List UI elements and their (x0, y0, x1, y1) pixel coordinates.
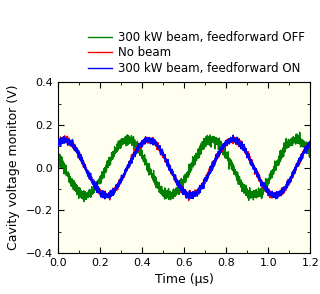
Legend: 300 kW beam, feedforward OFF, No beam, 300 kW beam, feedforward ON: 300 kW beam, feedforward OFF, No beam, 3… (88, 31, 305, 75)
300 kW beam, feedforward OFF (56, 150, 60, 154)
No beam (179, 185, 183, 189)
300 kW beam, feedforward ON (308, 142, 312, 146)
No beam (69, 140, 73, 144)
No beam (301, 150, 305, 153)
300 kW beam, feedforward ON (68, 140, 72, 143)
300 kW beam, feedforward OFF (308, 155, 312, 159)
Y-axis label: Cavity voltage monitor (V): Cavity voltage monitor (V) (7, 85, 20, 250)
300 kW beam, feedforward ON (274, 197, 278, 201)
No beam (172, 176, 176, 179)
300 kW beam, feedforward ON (179, 184, 182, 187)
300 kW beam, feedforward OFF (301, 144, 305, 147)
300 kW beam, feedforward OFF (82, 200, 86, 203)
300 kW beam, feedforward ON (301, 151, 305, 154)
300 kW beam, feedforward ON (301, 152, 305, 155)
No beam (255, 173, 259, 177)
Line: 300 kW beam, feedforward OFF: 300 kW beam, feedforward OFF (58, 132, 310, 202)
Line: No beam: No beam (58, 136, 310, 201)
No beam (308, 138, 312, 142)
300 kW beam, feedforward ON (56, 144, 60, 147)
No beam (63, 134, 67, 138)
No beam (301, 151, 305, 155)
300 kW beam, feedforward OFF (255, 192, 259, 196)
Line: 300 kW beam, feedforward ON: 300 kW beam, feedforward ON (58, 135, 310, 199)
300 kW beam, feedforward OFF (179, 182, 183, 185)
300 kW beam, feedforward OFF (172, 191, 176, 194)
300 kW beam, feedforward OFF (298, 131, 302, 134)
No beam (187, 199, 190, 202)
300 kW beam, feedforward ON (172, 174, 176, 178)
300 kW beam, feedforward ON (231, 133, 235, 137)
No beam (56, 139, 60, 143)
300 kW beam, feedforward ON (255, 172, 259, 176)
300 kW beam, feedforward OFF (301, 139, 305, 142)
300 kW beam, feedforward OFF (68, 178, 72, 181)
X-axis label: Time (μs): Time (μs) (155, 273, 213, 286)
